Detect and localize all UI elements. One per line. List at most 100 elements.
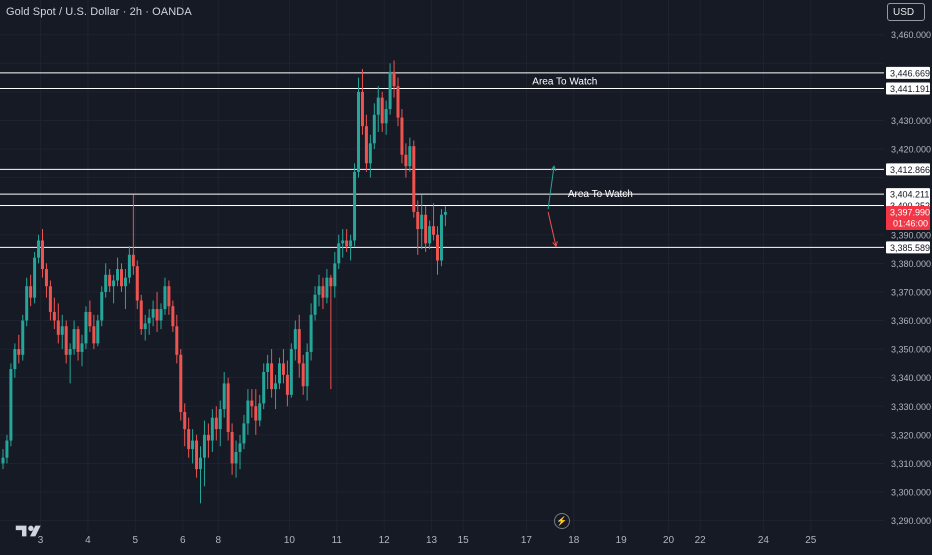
candle-body [206, 434, 210, 441]
candle-body [436, 234, 439, 261]
price-tick-label: 3,330.000 [891, 402, 931, 412]
candle-body [80, 343, 84, 352]
candle-body [333, 263, 337, 287]
candle-body [222, 383, 226, 410]
time-tick-label: 25 [805, 535, 817, 546]
candle-body [104, 274, 108, 292]
candle-body [218, 409, 222, 430]
annotations[interactable]: Area To Watch Area To Watch [532, 76, 633, 248]
candle-body [313, 294, 317, 315]
time-axis[interactable]: 3 4 5 6 8 10 11 12 13 15 17 18 19 20 22 24 25 [38, 535, 817, 546]
time-tick-label: 5 [133, 535, 139, 546]
candle-body [301, 363, 305, 387]
candle-body [432, 226, 436, 235]
candle-body [84, 311, 88, 344]
projection-arrow[interactable] [547, 211, 557, 247]
candle-body [396, 86, 400, 118]
candle-body [297, 329, 301, 364]
candle-body [238, 443, 242, 452]
tradingview-logo-icon[interactable] [14, 523, 46, 539]
candle-body [380, 97, 384, 124]
candle-body [151, 309, 155, 318]
candle-body [5, 440, 9, 458]
candle-body [400, 117, 404, 155]
time-tick-label: 3 [38, 535, 44, 546]
candle-body [416, 211, 420, 230]
candle-body [175, 326, 179, 355]
candle-body [76, 329, 80, 352]
currency-selector[interactable]: USD [887, 3, 925, 21]
price-tick-label: 3,420.000 [891, 145, 931, 155]
time-tick-label: 10 [284, 535, 296, 546]
candle-body [195, 440, 199, 470]
current-price-tag[interactable] [886, 205, 930, 230]
level-price-label: 3,385.589 [890, 243, 930, 253]
candle-body [143, 323, 147, 330]
time-tick-label: 12 [379, 535, 391, 546]
price-tick-label: 3,310.000 [891, 459, 931, 469]
time-tick-label: 13 [426, 535, 438, 546]
price-axis[interactable]: 3,290.000 3,300.000 3,310.000 3,320.000 3,33… [886, 30, 931, 526]
candle-body [127, 254, 131, 278]
candle-body [202, 434, 206, 458]
candle-body [52, 311, 56, 321]
candle-body [116, 269, 120, 281]
candle-body [360, 91, 364, 127]
level-price-label: 3,412.866 [890, 165, 930, 175]
lightning-icon[interactable]: ⚡ [554, 513, 570, 529]
level-price-tag[interactable] [886, 163, 930, 176]
level-price-tag[interactable] [886, 82, 930, 95]
candle-body [230, 431, 234, 464]
symbol-title: Gold Spot / U.S. Dollar · 2h · OANDA [6, 6, 192, 18]
candle-body [41, 240, 44, 270]
time-tick-label: 15 [458, 535, 470, 546]
candle-body [258, 403, 262, 421]
candlesticks [1, 60, 447, 504]
time-tick-label: 17 [521, 535, 533, 546]
candle-body [167, 286, 171, 307]
candle-body [372, 114, 376, 144]
time-tick-label: 22 [695, 535, 707, 546]
candle-body [408, 146, 412, 167]
price-tick-label: 3,390.000 [891, 230, 931, 240]
candle-body [135, 266, 139, 301]
candle-body [345, 240, 349, 247]
candle-body [96, 320, 100, 344]
candle-body [368, 143, 372, 164]
candle-body [250, 400, 254, 407]
candle-body [439, 214, 443, 261]
candle-body [210, 417, 214, 441]
candle-body [120, 269, 123, 287]
candle-body [341, 240, 345, 244]
candle-body [88, 311, 92, 327]
candle-body [428, 226, 432, 244]
candle-body [242, 423, 246, 444]
candle-body [139, 300, 143, 330]
candle-body [92, 326, 96, 344]
candle-body [199, 457, 202, 470]
candle-body [274, 383, 278, 390]
candle-body [270, 363, 274, 390]
candle-body [163, 286, 167, 310]
price-tick-label: 3,290.000 [891, 516, 931, 526]
candle-body [262, 371, 266, 404]
price-tick-label: 3,340.000 [891, 373, 931, 383]
level-price-tag[interactable] [886, 188, 930, 201]
projection-arrow[interactable] [547, 166, 555, 210]
level-price-tag[interactable] [886, 241, 930, 254]
candle-body [183, 411, 187, 430]
candle-body [285, 374, 289, 395]
price-tick-label: 3,370.000 [891, 287, 931, 297]
candle-body [321, 286, 325, 298]
level-price-label: 3,441.191 [890, 84, 930, 94]
candle-body [266, 363, 270, 372]
candle-body [289, 349, 293, 395]
candle-body [412, 146, 416, 212]
candle-body [281, 363, 285, 375]
candle-body [226, 383, 230, 432]
price-tick-label: 3,350.000 [891, 345, 931, 355]
horizontal-levels[interactable] [0, 72, 884, 248]
level-price-tag[interactable] [886, 66, 930, 79]
